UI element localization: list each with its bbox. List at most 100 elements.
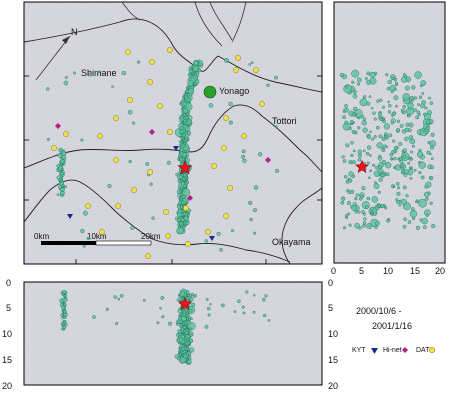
epicenter <box>181 133 186 137</box>
north-label: N <box>71 27 78 37</box>
hypocenter <box>344 107 349 113</box>
hypocenter <box>188 308 193 313</box>
hypocenter <box>424 106 428 110</box>
epicenter <box>61 154 66 160</box>
hypocenter <box>368 153 372 157</box>
side-tick-10: 10 <box>383 266 393 276</box>
mainshock-star <box>177 160 193 175</box>
hypocenter <box>420 80 427 86</box>
hypocenter <box>420 175 425 180</box>
hypocenter <box>345 214 349 218</box>
epicenter <box>179 147 184 153</box>
hypocenter <box>403 217 407 221</box>
epicenter <box>61 173 65 177</box>
hypocenter <box>359 98 368 107</box>
hypocenter <box>119 294 124 298</box>
hypocenter <box>181 315 187 322</box>
dat-station <box>233 67 239 73</box>
hypocenter <box>115 322 119 326</box>
epicenter <box>186 131 192 136</box>
hypocenter <box>378 168 384 174</box>
hypocenter <box>348 160 353 165</box>
hypocenter <box>429 140 436 147</box>
hypocenter <box>105 307 109 311</box>
hypocenter <box>342 115 346 120</box>
hypocenter <box>362 127 368 133</box>
hypocenter <box>396 200 400 205</box>
hypocenter <box>369 169 372 173</box>
hypocenter <box>404 127 409 132</box>
scale-label-10: 10km <box>87 232 107 241</box>
hypocenter <box>366 196 371 201</box>
epicenter <box>187 72 192 77</box>
epicenter <box>176 204 181 209</box>
epicenter <box>275 125 278 128</box>
dat-station <box>167 129 173 135</box>
hypocenter <box>403 169 409 175</box>
hypocenter <box>204 324 209 329</box>
epicenter <box>130 225 135 230</box>
epicenter <box>80 138 84 142</box>
hypocenter <box>429 152 432 156</box>
hypocenter <box>402 185 407 190</box>
epicenter <box>273 75 278 80</box>
hypocenter <box>430 132 435 137</box>
hypocenter <box>417 103 420 107</box>
north-arrow: N <box>35 27 78 81</box>
hypocenter <box>430 145 435 150</box>
epicenter <box>266 83 270 87</box>
hypocenter <box>264 294 268 298</box>
hypocenter <box>343 226 347 230</box>
hypocenter <box>413 168 417 172</box>
epicenter <box>127 109 133 115</box>
hypocenter <box>190 292 194 296</box>
hypocenter <box>360 194 364 199</box>
epicenter <box>60 162 63 166</box>
epicenter <box>111 85 114 88</box>
hypocenter <box>388 133 393 138</box>
epicenter <box>182 104 186 108</box>
hypocenter <box>409 176 413 180</box>
hypocenter <box>176 356 181 361</box>
hypocenter <box>367 145 372 150</box>
dat-station <box>125 49 131 55</box>
hypocenter <box>161 315 165 319</box>
hypocenter <box>393 156 397 161</box>
epicenter <box>183 118 188 123</box>
scale-label-20: 20km <box>141 232 161 241</box>
hypocenter <box>375 126 380 130</box>
hypocenter <box>407 102 414 109</box>
hypocenter <box>395 181 400 186</box>
hypocenter <box>368 176 371 180</box>
hypocenter <box>421 100 426 105</box>
hypocenter <box>348 223 352 227</box>
epicenter <box>128 160 132 164</box>
epicenter <box>224 58 229 63</box>
hypocenter <box>368 95 372 99</box>
hypocenter <box>92 315 96 319</box>
hypocenter <box>410 150 413 154</box>
dat-station <box>85 203 91 209</box>
hypocenter <box>429 101 434 105</box>
hypocenter <box>357 157 362 162</box>
hypocenter <box>410 166 414 170</box>
hypocenter <box>389 157 393 161</box>
hypocenter <box>382 119 386 124</box>
prefecture-boundary <box>23 104 263 169</box>
epicenter <box>185 220 190 225</box>
hypocenter <box>390 121 394 125</box>
hypocenter <box>233 310 237 313</box>
hypocenter <box>378 134 383 139</box>
epicenter <box>176 218 181 223</box>
epicenter <box>179 125 184 130</box>
river <box>194 1 223 47</box>
hypocenter <box>252 310 256 314</box>
hypocenter <box>423 112 427 117</box>
dat-station <box>183 205 189 211</box>
epicenter <box>177 186 181 190</box>
bottom-left-tick-0: 0 <box>6 278 11 288</box>
dat-station <box>149 59 155 65</box>
hypocenter <box>182 313 187 317</box>
legend-hinet-icon <box>402 347 408 353</box>
